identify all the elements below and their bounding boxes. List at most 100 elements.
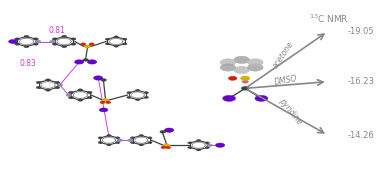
Circle shape	[164, 128, 174, 132]
Circle shape	[241, 87, 249, 90]
Circle shape	[128, 139, 133, 141]
Circle shape	[106, 101, 111, 104]
Circle shape	[166, 146, 170, 149]
Circle shape	[62, 35, 67, 38]
Circle shape	[78, 99, 83, 101]
Circle shape	[71, 38, 76, 40]
Circle shape	[89, 43, 94, 45]
Circle shape	[81, 43, 86, 45]
Circle shape	[50, 40, 56, 43]
Circle shape	[148, 137, 152, 139]
Circle shape	[83, 59, 88, 61]
Text: 0.81: 0.81	[49, 26, 65, 35]
Circle shape	[87, 60, 97, 64]
Circle shape	[228, 76, 237, 80]
Circle shape	[135, 89, 140, 91]
Circle shape	[45, 79, 51, 81]
Circle shape	[33, 43, 38, 45]
Circle shape	[66, 94, 72, 96]
Circle shape	[99, 108, 108, 112]
Circle shape	[114, 45, 118, 47]
Circle shape	[36, 81, 41, 84]
Circle shape	[223, 95, 235, 101]
Circle shape	[98, 141, 102, 143]
Circle shape	[33, 38, 38, 40]
Circle shape	[105, 43, 110, 45]
Circle shape	[105, 38, 110, 40]
Text: -19.05: -19.05	[347, 27, 374, 36]
Circle shape	[123, 43, 127, 45]
Circle shape	[98, 137, 102, 139]
Circle shape	[205, 142, 209, 144]
Circle shape	[160, 131, 166, 133]
Circle shape	[234, 66, 249, 74]
Circle shape	[188, 142, 192, 144]
Circle shape	[127, 92, 131, 94]
Circle shape	[101, 79, 107, 81]
Circle shape	[188, 147, 192, 149]
Text: $^{13}$C NMR: $^{13}$C NMR	[309, 13, 349, 26]
Circle shape	[163, 144, 170, 147]
Circle shape	[15, 38, 20, 40]
Circle shape	[55, 81, 60, 84]
Circle shape	[220, 59, 236, 66]
Text: 0.83: 0.83	[20, 59, 37, 68]
Text: acetone: acetone	[271, 39, 296, 70]
Circle shape	[130, 141, 135, 143]
Circle shape	[242, 80, 248, 83]
Text: DMSO: DMSO	[274, 74, 299, 87]
Circle shape	[35, 40, 41, 43]
Circle shape	[205, 147, 209, 149]
Circle shape	[100, 101, 105, 104]
Circle shape	[148, 141, 152, 143]
Circle shape	[206, 144, 212, 147]
Circle shape	[248, 59, 263, 66]
Circle shape	[117, 139, 122, 141]
Circle shape	[144, 96, 149, 98]
Text: -14.26: -14.26	[347, 131, 374, 140]
Circle shape	[107, 134, 111, 137]
Circle shape	[68, 96, 73, 99]
Circle shape	[74, 60, 84, 64]
Circle shape	[52, 43, 57, 45]
Circle shape	[197, 149, 201, 151]
Circle shape	[45, 89, 51, 91]
Circle shape	[87, 91, 92, 94]
Circle shape	[24, 35, 29, 38]
Circle shape	[161, 146, 166, 149]
Circle shape	[130, 137, 135, 139]
Circle shape	[215, 143, 225, 147]
Circle shape	[220, 64, 236, 71]
Circle shape	[102, 99, 108, 101]
Circle shape	[68, 91, 73, 94]
Circle shape	[197, 140, 201, 141]
Circle shape	[116, 141, 120, 143]
Text: pyridine: pyridine	[277, 96, 304, 126]
Circle shape	[144, 92, 149, 94]
Circle shape	[139, 134, 143, 137]
Circle shape	[55, 86, 60, 89]
Circle shape	[234, 56, 249, 64]
Text: -16.23: -16.23	[347, 77, 374, 86]
Circle shape	[114, 36, 118, 38]
Circle shape	[9, 39, 17, 44]
Circle shape	[116, 137, 120, 139]
Circle shape	[87, 96, 92, 99]
Circle shape	[139, 144, 143, 146]
Circle shape	[93, 76, 103, 80]
Circle shape	[84, 45, 91, 48]
Circle shape	[24, 45, 29, 48]
Circle shape	[15, 43, 20, 45]
Circle shape	[78, 89, 83, 91]
Circle shape	[248, 64, 263, 71]
Circle shape	[57, 84, 63, 86]
Circle shape	[255, 95, 268, 101]
Circle shape	[62, 45, 67, 48]
Circle shape	[36, 86, 41, 89]
Circle shape	[107, 144, 111, 146]
Circle shape	[240, 76, 250, 80]
Circle shape	[52, 38, 57, 40]
Circle shape	[123, 38, 127, 40]
Circle shape	[71, 43, 76, 45]
Circle shape	[127, 96, 131, 98]
